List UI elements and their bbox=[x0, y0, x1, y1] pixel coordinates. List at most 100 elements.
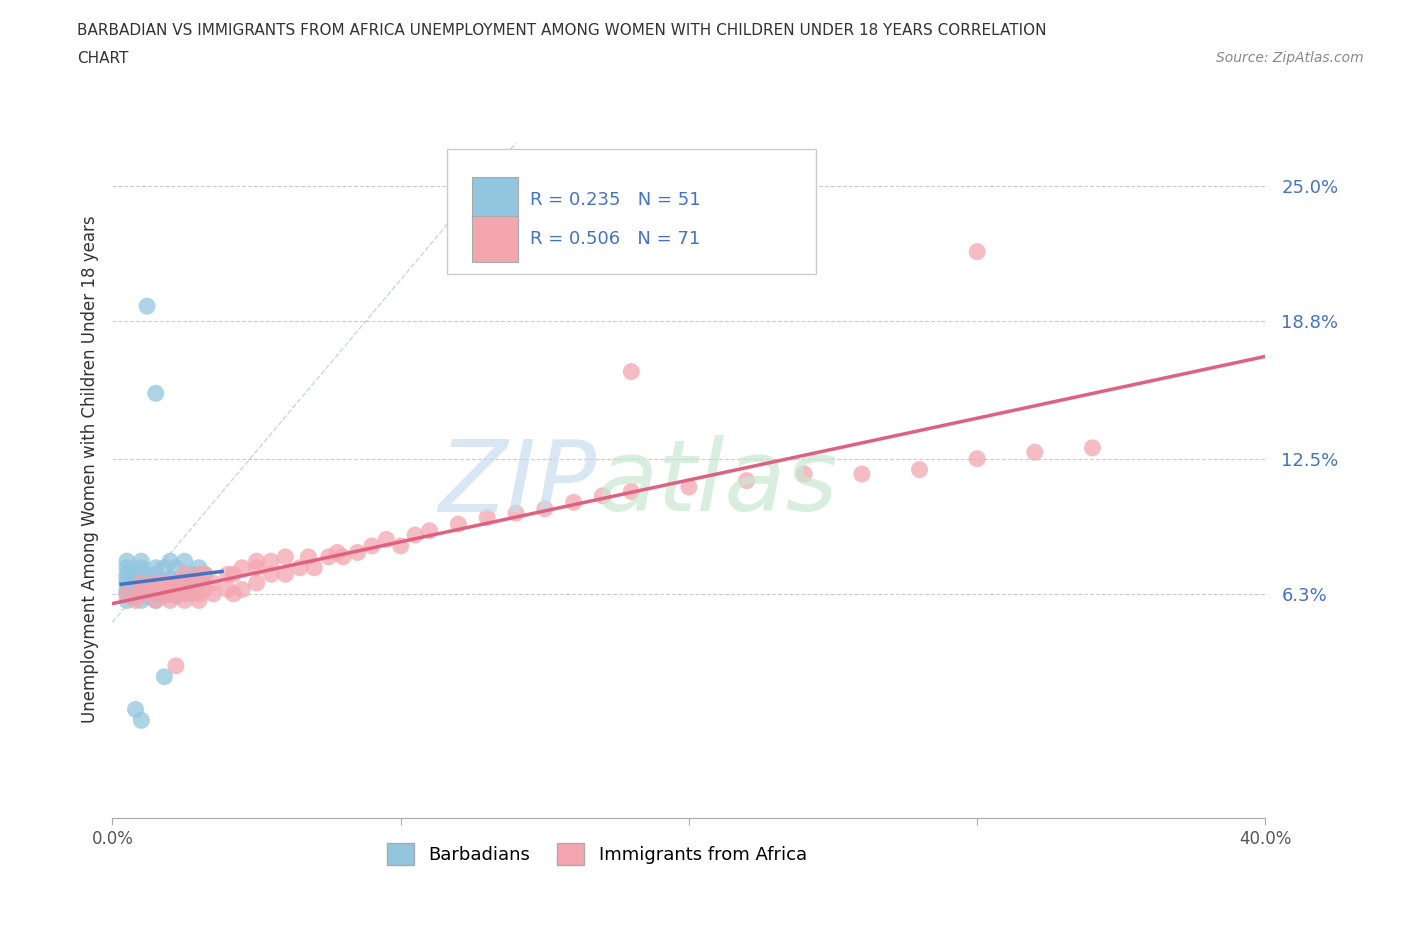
Point bbox=[153, 589, 176, 604]
Point bbox=[124, 702, 146, 717]
Point bbox=[194, 582, 217, 597]
Point bbox=[678, 480, 700, 495]
Point bbox=[115, 593, 138, 608]
Point bbox=[153, 587, 176, 602]
Point bbox=[246, 560, 269, 575]
Point bbox=[202, 576, 225, 591]
Point bbox=[115, 587, 138, 602]
Point bbox=[217, 567, 239, 582]
Point bbox=[188, 587, 211, 602]
Point bbox=[173, 582, 195, 597]
Point bbox=[173, 567, 195, 582]
Point bbox=[194, 567, 217, 582]
Point bbox=[165, 589, 187, 604]
Point bbox=[145, 567, 167, 582]
Point bbox=[136, 299, 159, 313]
Point bbox=[260, 553, 283, 568]
Point bbox=[620, 484, 643, 498]
Point bbox=[153, 576, 176, 591]
Point bbox=[145, 582, 167, 597]
Point bbox=[129, 567, 153, 582]
Point bbox=[346, 545, 368, 560]
Point bbox=[419, 524, 441, 538]
Point bbox=[129, 560, 153, 575]
FancyBboxPatch shape bbox=[472, 177, 519, 222]
Point bbox=[181, 576, 204, 591]
Point bbox=[475, 511, 499, 525]
Point bbox=[326, 545, 349, 560]
Point bbox=[188, 560, 211, 575]
Point bbox=[389, 538, 412, 553]
Point bbox=[165, 576, 187, 591]
Point bbox=[153, 560, 176, 575]
Point bbox=[1081, 441, 1104, 456]
Point bbox=[620, 365, 643, 379]
Point bbox=[145, 386, 167, 401]
Point bbox=[194, 567, 217, 582]
Point bbox=[165, 560, 187, 575]
Point bbox=[153, 576, 176, 591]
Point bbox=[274, 567, 297, 582]
Point bbox=[124, 567, 146, 582]
Point bbox=[136, 589, 159, 604]
Point bbox=[115, 571, 138, 586]
Point bbox=[145, 582, 167, 597]
Point bbox=[173, 593, 195, 608]
Point bbox=[793, 467, 815, 482]
Text: atlas: atlas bbox=[596, 435, 838, 532]
Point bbox=[124, 582, 146, 597]
Point bbox=[360, 538, 382, 553]
Point bbox=[145, 576, 167, 591]
Point bbox=[115, 576, 138, 591]
Point bbox=[115, 587, 138, 602]
Point bbox=[202, 587, 225, 602]
Point bbox=[145, 587, 167, 602]
Point bbox=[217, 582, 239, 597]
Text: ZIP: ZIP bbox=[439, 435, 596, 532]
Point bbox=[115, 582, 138, 597]
Point bbox=[159, 587, 181, 602]
Point bbox=[145, 560, 167, 575]
Point bbox=[165, 576, 187, 591]
Text: CHART: CHART bbox=[77, 51, 129, 66]
Point bbox=[297, 550, 319, 565]
Point bbox=[115, 567, 138, 582]
Point bbox=[222, 587, 245, 602]
Point bbox=[136, 587, 159, 602]
Point bbox=[136, 571, 159, 586]
Point bbox=[304, 560, 326, 575]
Point bbox=[159, 571, 181, 586]
Point bbox=[129, 593, 153, 608]
Point bbox=[159, 576, 181, 591]
Point bbox=[735, 473, 758, 488]
Point bbox=[145, 576, 167, 591]
Point bbox=[165, 587, 187, 602]
Point bbox=[505, 506, 527, 521]
Point bbox=[246, 576, 269, 591]
Point bbox=[447, 517, 470, 532]
Point bbox=[159, 593, 181, 608]
Point bbox=[181, 587, 204, 602]
Point bbox=[129, 576, 153, 591]
Point bbox=[124, 576, 146, 591]
Point bbox=[404, 527, 426, 542]
Point bbox=[562, 495, 585, 510]
Point bbox=[222, 567, 245, 582]
Point bbox=[188, 593, 211, 608]
Point bbox=[173, 571, 195, 586]
Point bbox=[115, 553, 138, 568]
FancyBboxPatch shape bbox=[472, 217, 519, 262]
Text: BARBADIAN VS IMMIGRANTS FROM AFRICA UNEMPLOYMENT AMONG WOMEN WITH CHILDREN UNDER: BARBADIAN VS IMMIGRANTS FROM AFRICA UNEM… bbox=[77, 23, 1047, 38]
Point bbox=[966, 245, 988, 259]
Point bbox=[375, 532, 398, 547]
Text: Source: ZipAtlas.com: Source: ZipAtlas.com bbox=[1216, 51, 1364, 65]
Point bbox=[124, 593, 146, 608]
Point bbox=[115, 560, 138, 575]
Point bbox=[288, 560, 311, 575]
Point bbox=[188, 567, 211, 582]
Point bbox=[124, 589, 146, 604]
Point bbox=[318, 550, 340, 565]
Point bbox=[129, 582, 153, 597]
Point bbox=[173, 576, 195, 591]
Point bbox=[165, 658, 187, 673]
